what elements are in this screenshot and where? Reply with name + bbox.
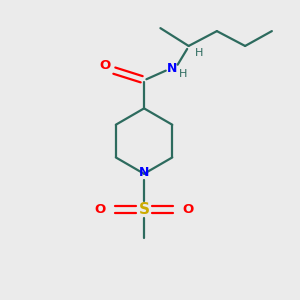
Text: N: N (167, 62, 178, 75)
Text: N: N (139, 166, 149, 179)
Text: H: H (195, 47, 203, 58)
Text: O: O (182, 203, 194, 216)
Text: O: O (100, 59, 111, 72)
Text: H: H (178, 69, 187, 79)
Text: S: S (139, 202, 150, 217)
Text: O: O (95, 203, 106, 216)
